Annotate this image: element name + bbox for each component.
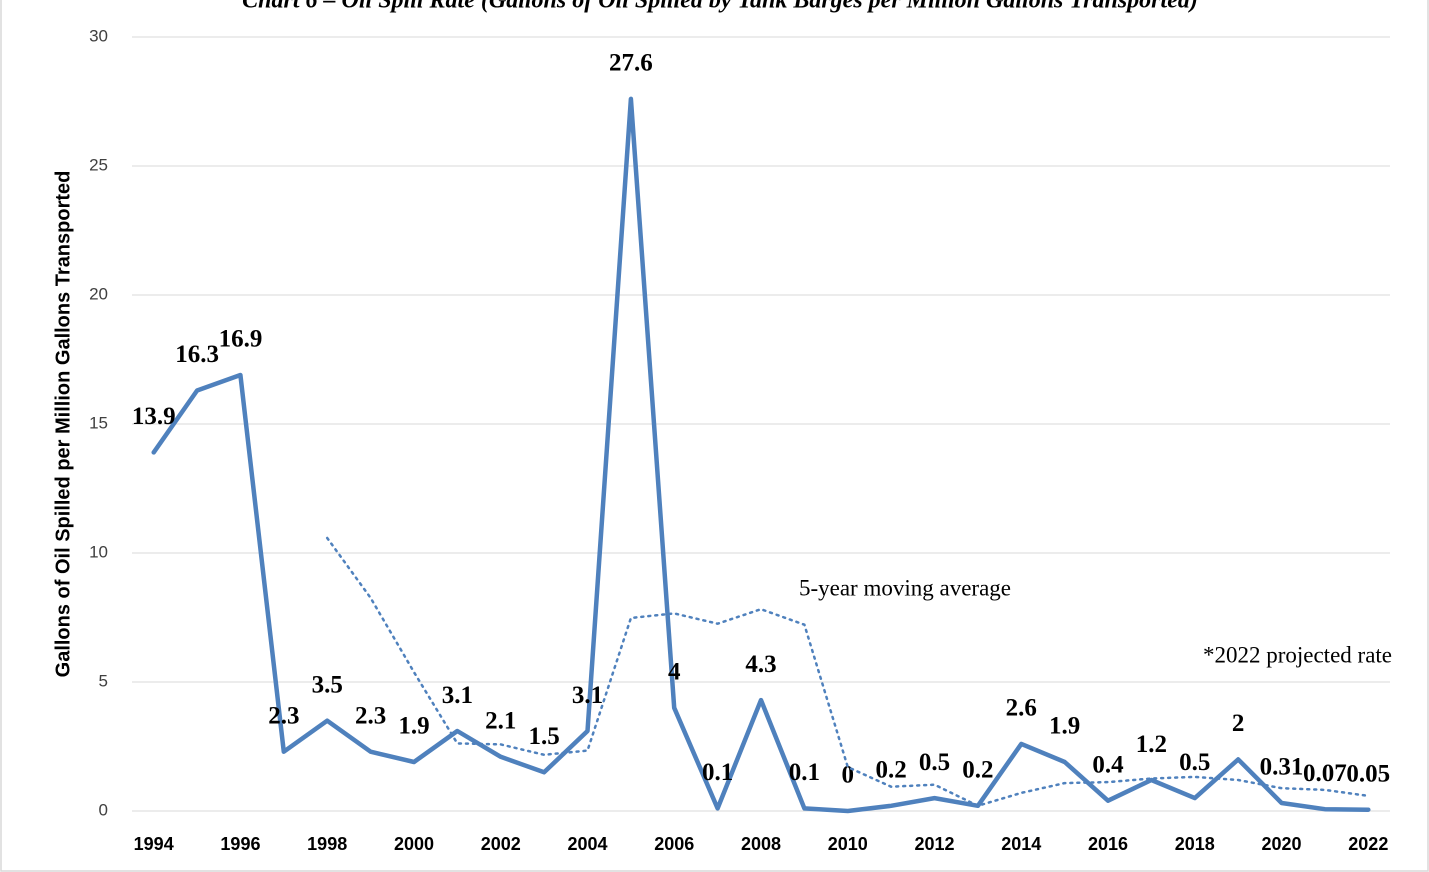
data-label: 0.2 bbox=[962, 757, 993, 784]
data-label: 2.1 bbox=[485, 708, 516, 735]
data-label: 13.9 bbox=[132, 403, 176, 430]
x-tick-label: 2010 bbox=[828, 834, 868, 854]
chart-title: Chart 6 – Oil Spill Rate (Gallons of Oil… bbox=[242, 0, 1198, 14]
data-label: 0.4 bbox=[1092, 751, 1124, 778]
y-tick-label: 0 bbox=[99, 800, 108, 819]
x-tick-label: 1994 bbox=[134, 834, 174, 854]
data-label: 1.5 bbox=[528, 723, 559, 750]
data-label: 27.6 bbox=[609, 50, 653, 77]
data-label: 4 bbox=[668, 659, 681, 686]
data-label: 0.1 bbox=[702, 759, 733, 786]
data-label: 3.1 bbox=[572, 682, 603, 709]
x-tick-label: 2018 bbox=[1175, 834, 1215, 854]
x-tick-label: 2000 bbox=[394, 834, 434, 854]
y-tick-label: 15 bbox=[89, 413, 108, 432]
y-axis-title: Gallons of Oil Spilled per Million Gallo… bbox=[52, 171, 74, 678]
y-tick-label: 20 bbox=[89, 284, 108, 303]
data-label: 2.3 bbox=[268, 702, 299, 729]
x-tick-label: 2004 bbox=[567, 834, 607, 854]
x-tick-label: 2022 bbox=[1348, 834, 1388, 854]
annotation: *2022 projected rate bbox=[1203, 642, 1392, 667]
x-tick-label: 2016 bbox=[1088, 834, 1128, 854]
data-label: 16.9 bbox=[219, 326, 263, 353]
data-label: 0.31 bbox=[1260, 754, 1304, 781]
data-label: 1.9 bbox=[398, 713, 429, 740]
data-label: 0.07 bbox=[1303, 760, 1347, 787]
data-line bbox=[151, 96, 1371, 814]
series-label: 5-year moving average bbox=[799, 575, 1011, 600]
x-tick-label: 1998 bbox=[307, 834, 347, 854]
moving-average-line bbox=[325, 536, 1370, 808]
x-tick-label: 2014 bbox=[1001, 834, 1041, 854]
data-label: 1.2 bbox=[1136, 731, 1167, 758]
data-label: 2 bbox=[1232, 710, 1245, 737]
data-label: 4.3 bbox=[745, 651, 776, 678]
data-label: 16.3 bbox=[175, 341, 219, 368]
x-tick-label: 2006 bbox=[654, 834, 694, 854]
y-tick-label: 10 bbox=[89, 542, 108, 561]
data-label: 2.3 bbox=[355, 702, 386, 729]
y-tick-label: 30 bbox=[89, 26, 108, 45]
x-tick-label: 1996 bbox=[220, 834, 260, 854]
data-label: 0.5 bbox=[919, 749, 950, 776]
data-label: 2.6 bbox=[1006, 695, 1037, 722]
data-label: 3.5 bbox=[312, 671, 343, 698]
data-label: 3.1 bbox=[442, 682, 473, 709]
x-tick-label: 2012 bbox=[914, 834, 954, 854]
data-label: 0.2 bbox=[876, 757, 907, 784]
data-label: 1.9 bbox=[1049, 713, 1080, 740]
x-tick-label: 2002 bbox=[481, 834, 521, 854]
data-label: 0.05 bbox=[1346, 760, 1390, 787]
y-tick-label: 5 bbox=[99, 671, 108, 690]
x-tick-label: 2020 bbox=[1262, 834, 1302, 854]
y-tick-label: 25 bbox=[89, 155, 108, 174]
x-tick-label: 2008 bbox=[741, 834, 781, 854]
data-label: 0.5 bbox=[1179, 749, 1210, 776]
data-label: 0.1 bbox=[789, 759, 820, 786]
